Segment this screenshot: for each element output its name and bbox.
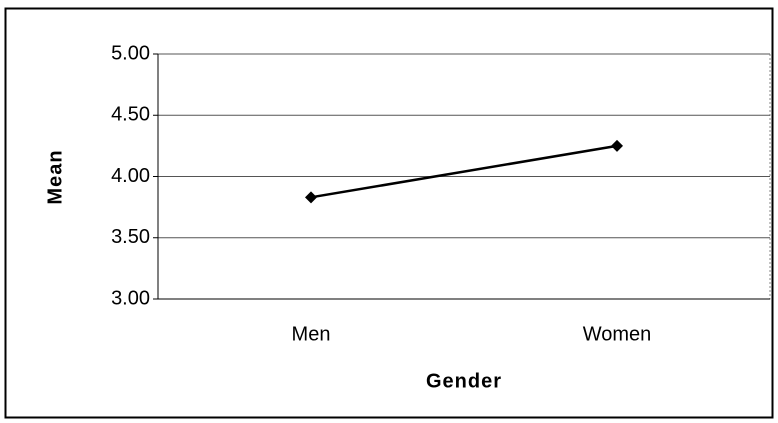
data-point [611, 139, 623, 152]
x-tick-label: Men [292, 323, 331, 345]
y-axis-title: Mean [44, 149, 66, 204]
y-tick-label: 3.00 [111, 287, 150, 309]
y-tick-label: 5.00 [111, 42, 150, 64]
chart-frame [4, 7, 774, 419]
x-tick-label: Women [583, 323, 652, 345]
y-tick-label: 4.00 [111, 165, 150, 187]
y-tick-label: 3.50 [111, 226, 150, 248]
y-tick-label: 4.50 [111, 104, 150, 126]
series-line [310, 144, 618, 199]
data-point [305, 191, 317, 204]
x-axis-title: Gender [426, 370, 502, 392]
